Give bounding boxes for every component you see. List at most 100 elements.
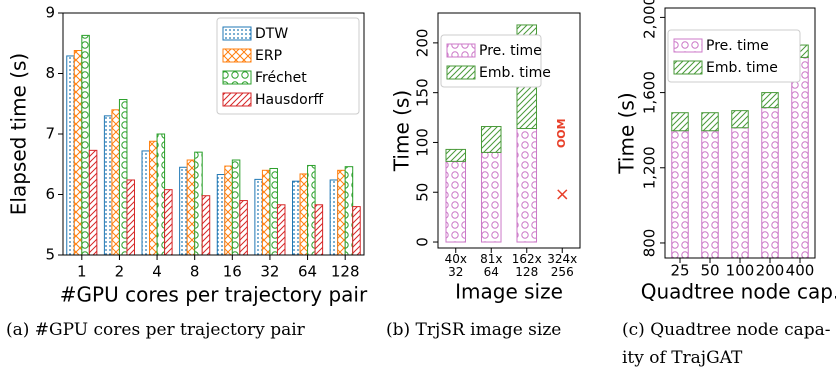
bar (111, 109, 120, 255)
x-tick-label: 4 (152, 263, 162, 281)
bar (201, 195, 211, 255)
x-tick-label: 128 (331, 263, 360, 281)
x-tick-label: 64 (298, 263, 317, 281)
bar (194, 151, 203, 255)
bar (103, 115, 113, 255)
x-axis-label: Image size (455, 280, 563, 304)
x-tick-label: 1 (77, 263, 87, 281)
legend-swatch (222, 92, 252, 107)
x-tick-label: 2 (115, 263, 125, 281)
bar-segment (701, 130, 719, 258)
legend-label: Fréchet (255, 70, 307, 86)
x-tick-label-box: 324x 256 (547, 253, 578, 279)
x-tick-label: 324x 256 (547, 253, 578, 279)
y-axis-label: Elapsed time (s) (7, 53, 31, 216)
plot-frame (62, 12, 365, 256)
legend-label: Pre. time (706, 38, 769, 54)
y-tick-label: 8 (45, 64, 55, 82)
plot-frame (437, 12, 581, 249)
y-tick-label: 200 (414, 29, 432, 58)
y-tick-label: 50 (414, 183, 432, 202)
x-tick-label: 400 (786, 262, 815, 280)
bar (276, 204, 286, 255)
caption: (c) Quadtree node capa- ity of TrajGAT (622, 320, 831, 368)
bar (141, 150, 151, 255)
y-tick-label: 5 (45, 246, 55, 264)
y-axis-label: Time (s) (615, 92, 639, 174)
legend-swatch (446, 43, 476, 58)
x-tick-label: 81x 64 (480, 253, 503, 279)
x-tick-label: 200 (756, 262, 785, 280)
legend-swatch (673, 38, 703, 53)
bar (299, 173, 309, 255)
bar (73, 50, 83, 255)
x-tick-label: 32 (260, 263, 279, 281)
x-tick-label: 100 (726, 262, 755, 280)
bar (337, 169, 346, 255)
x-tick-label-box: 81x 64 (480, 253, 503, 279)
caption: (b) TrjSR image size (386, 320, 562, 340)
x-tick-label: 25 (670, 262, 689, 280)
bar-segment (731, 127, 749, 258)
plot (66, 34, 361, 255)
bar-segment (731, 110, 749, 129)
bar-segment (445, 148, 467, 162)
legend-swatch (673, 60, 703, 75)
bar-segment (480, 126, 502, 153)
bar-segment (701, 112, 719, 132)
bar (81, 34, 90, 255)
y-axis-label: Time (s) (390, 90, 414, 172)
y-tick-label: 9 (45, 4, 55, 22)
legend-label: ERP (255, 48, 282, 64)
bar (149, 140, 158, 255)
x-axis-label: Quadtree node cap. (641, 280, 836, 304)
bar-segment (761, 92, 779, 109)
bar-segment (445, 160, 467, 243)
x-tick-label: 162x 128 (511, 253, 542, 279)
bar (352, 206, 361, 255)
bar (164, 189, 173, 255)
x-tick-label: 50 (700, 262, 719, 280)
bar (269, 167, 278, 255)
x-axis-label: #GPU cores per trajectory pair (60, 283, 368, 307)
bar-segment (516, 128, 538, 243)
bar-segment (671, 130, 689, 258)
legend-swatch (222, 70, 252, 85)
charts: 1 2 4 8 16 32 64 128 5 6 7 8 9 #GPU cores per traject… (7, 0, 836, 307)
bar (179, 166, 188, 255)
caption: (a) #GPU cores per trajectory pair (6, 320, 305, 340)
x-tick-label: 8 (190, 263, 200, 281)
bar-segment (761, 107, 779, 258)
bar (261, 169, 271, 255)
bar (88, 149, 98, 255)
x-tick-label: 16 (223, 263, 242, 281)
bar (224, 165, 233, 255)
bar (314, 204, 324, 255)
legend-swatch (222, 48, 252, 63)
y-tick-label: 0 (414, 237, 432, 247)
legend-label: Pre. time (479, 43, 542, 59)
bar (344, 166, 354, 255)
bar (216, 174, 226, 255)
y-tick-label: 2,000 (641, 0, 659, 39)
bar (118, 99, 128, 255)
legend-label: Emb. time (706, 60, 778, 76)
y-tick-label: 100 (414, 128, 432, 157)
y-tick-label: 800 (641, 229, 659, 258)
plot-frame (664, 7, 816, 259)
bar (231, 159, 241, 255)
legend-label: Hausdorff (255, 92, 323, 108)
x-tick-label: 40x 32 (444, 253, 467, 279)
plot (671, 44, 809, 258)
bar (239, 200, 248, 255)
legend-swatch (446, 65, 476, 80)
bar (156, 133, 166, 255)
bar (329, 179, 339, 255)
x-tick-label-box: 162x 128 (511, 253, 542, 279)
y-tick-label: 6 (45, 185, 55, 203)
y-tick-label: 7 (45, 125, 55, 143)
bar (254, 178, 263, 255)
bar (66, 55, 75, 255)
legend-label: Emb. time (479, 65, 551, 81)
